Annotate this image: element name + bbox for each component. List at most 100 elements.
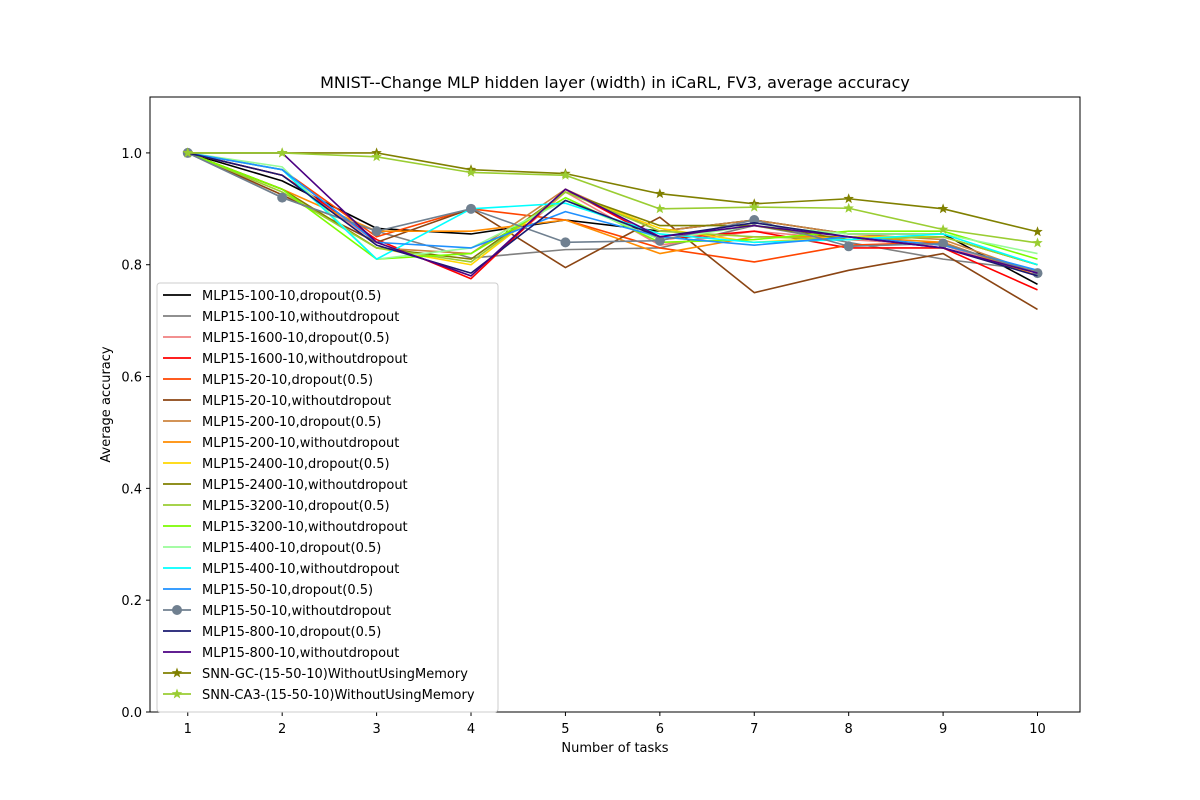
data-point <box>371 151 382 162</box>
legend-item: MLP15-3200-10,withoutdropout <box>163 520 408 535</box>
data-point <box>654 203 666 214</box>
data-point <box>937 224 949 234</box>
series-15 <box>187 152 1038 272</box>
legend-item: MLP15-100-10,dropout(0.5) <box>163 289 381 304</box>
series-line <box>187 152 1038 291</box>
legend-item: MLP15-800-10,dropout(0.5) <box>163 625 381 640</box>
series-line <box>187 152 1038 266</box>
legend-label: MLP15-400-10,dropout(0.5) <box>202 541 381 556</box>
legend-label: MLP15-3200-10,dropout(0.5) <box>202 499 390 514</box>
legend-item: MLP15-20-10,withoutdropout <box>163 394 391 409</box>
legend-label: MLP15-50-10,dropout(0.5) <box>202 583 373 598</box>
x-tick-label: 10 <box>1029 722 1046 737</box>
legend-item: MLP15-1600-10,withoutdropout <box>163 352 408 367</box>
y-tick-label: 0.0 <box>121 706 142 721</box>
x-tick-label: 5 <box>561 722 569 737</box>
axes-frame <box>149 96 1081 713</box>
legend-item: MLP15-200-10,dropout(0.5) <box>163 415 381 430</box>
data-point <box>560 169 571 180</box>
data-point <box>938 238 949 249</box>
series-4 <box>187 152 1038 291</box>
legend-marker <box>171 667 183 678</box>
legend-item: MLP15-50-10,dropout(0.5) <box>163 583 373 598</box>
legend-label: MLP15-1600-10,withoutdropout <box>202 352 408 367</box>
legend-item: MLP15-200-10,withoutdropout <box>163 436 399 451</box>
y-tick-label: 1.0 <box>121 147 142 162</box>
series-13 <box>187 152 1038 260</box>
y-tick-label: 0.4 <box>121 482 142 497</box>
x-tick-label: 7 <box>750 722 758 737</box>
x-tick-label: 3 <box>372 722 380 737</box>
x-ticks: 1 2 3 4 5 6 7 8 9 10 <box>184 712 1046 737</box>
data-point <box>654 188 666 199</box>
legend-item: MLP15-50-10,withoutdropout <box>163 604 391 619</box>
series-line <box>187 152 1038 244</box>
series-layer <box>182 147 1043 311</box>
y-axis-label: Average accuracy <box>99 346 114 462</box>
y-tick-label: 0.2 <box>121 594 142 609</box>
series-line <box>187 152 1038 272</box>
legend-label: MLP15-200-10,withoutdropout <box>202 436 399 451</box>
series-20 <box>182 147 1043 248</box>
legend-item: MLP15-800-10,withoutdropout <box>163 646 399 661</box>
data-point <box>1032 268 1043 279</box>
chart-title: MNIST--Change MLP hidden layer (width) i… <box>320 73 910 92</box>
x-tick-label: 8 <box>845 722 853 737</box>
series-11 <box>187 152 1038 266</box>
series-18 <box>187 152 1038 277</box>
legend-marker <box>172 605 182 615</box>
data-point <box>277 192 288 203</box>
legend-item: MLP15-2400-10,withoutdropout <box>163 478 408 493</box>
legend-label: MLP15-200-10,dropout(0.5) <box>202 415 381 430</box>
data-point <box>276 147 288 158</box>
data-point <box>749 201 760 212</box>
y-tick-label: 0.8 <box>121 259 142 274</box>
legend-label: MLP15-800-10,withoutdropout <box>202 646 399 661</box>
series-line <box>187 152 1038 260</box>
legend-label: MLP15-2400-10,withoutdropout <box>202 478 408 493</box>
legend-item: MLP15-20-10,dropout(0.5) <box>163 373 373 388</box>
data-point <box>560 237 571 248</box>
legend-item: SNN-GC-(15-50-10)WithoutUsingMemory <box>163 667 468 682</box>
data-point <box>465 166 477 177</box>
data-point <box>1032 237 1043 248</box>
legend-label: MLP15-3200-10,withoutdropout <box>202 520 408 535</box>
data-point <box>182 147 193 158</box>
legend-item: SNN-CA3-(15-50-10)WithoutUsingMemory <box>163 688 475 703</box>
legend-box <box>156 282 499 713</box>
legend-marker <box>171 688 183 699</box>
legend-label: MLP15-2400-10,dropout(0.5) <box>202 457 390 472</box>
data-point <box>654 235 665 246</box>
legend-label: MLP15-400-10,withoutdropout <box>202 562 399 577</box>
legend-label: MLP15-100-10,dropout(0.5) <box>202 289 381 304</box>
legend-item: MLP15-2400-10,dropout(0.5) <box>163 457 390 472</box>
series-line <box>187 152 1038 274</box>
data-point <box>466 203 477 214</box>
x-tick-label: 6 <box>656 722 664 737</box>
data-point <box>843 241 854 252</box>
legend-item: MLP15-100-10,withoutdropout <box>163 310 399 325</box>
data-point <box>1032 226 1043 237</box>
legend-label: MLP15-100-10,withoutdropout <box>202 310 399 325</box>
y-tick-label: 0.6 <box>121 371 142 386</box>
x-tick-label: 4 <box>467 722 475 737</box>
legend-item: MLP15-400-10,dropout(0.5) <box>163 541 381 556</box>
data-point <box>371 226 382 237</box>
legend-item: MLP15-400-10,withoutdropout <box>163 562 399 577</box>
data-point <box>843 193 854 204</box>
legend-item: MLP15-3200-10,dropout(0.5) <box>163 499 390 514</box>
data-point <box>937 203 949 214</box>
legend-label: MLP15-20-10,withoutdropout <box>202 394 391 409</box>
series-line <box>187 152 1038 277</box>
series-line <box>187 152 1038 277</box>
legend-item: MLP15-1600-10,dropout(0.5) <box>163 331 390 346</box>
x-tick-label: 9 <box>939 722 947 737</box>
data-point <box>843 202 854 213</box>
y-ticks: 0.0 0.2 0.4 0.6 0.8 1.0 <box>121 147 150 721</box>
legend-label: SNN-GC-(15-50-10)WithoutUsingMemory <box>202 667 468 682</box>
x-tick-label: 1 <box>184 722 192 737</box>
legend-label: MLP15-800-10,dropout(0.5) <box>202 625 381 640</box>
legend-label: MLP15-20-10,dropout(0.5) <box>202 373 373 388</box>
series-line <box>187 152 1038 233</box>
